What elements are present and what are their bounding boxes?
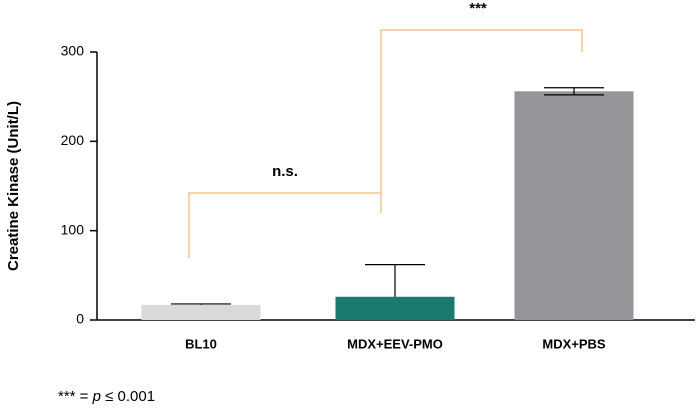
y-tick-label: 300 [61,43,85,59]
y-axis-label: Creatine Kinase (Unit/L) [5,101,22,271]
y-tick-label: 0 [76,311,84,327]
footnote-part: ≤ 0.001 [101,388,155,405]
footnote-part: p [92,388,101,405]
annotation: n.s. [272,163,298,180]
annotation: *** [469,0,487,17]
bar [141,304,261,320]
footnote: *** = p ≤ 0.001 [58,388,155,405]
bar [335,296,455,320]
footnote-part: *** = [58,388,93,405]
y-tick-label: 100 [61,221,85,237]
bar [514,91,634,320]
x-tick-label: MDX+EEV-PMO [347,336,443,351]
bracket [188,192,382,258]
x-tick-label: MDX+PBS [542,336,606,351]
y-tick-label: 200 [61,132,85,148]
x-tick-label: BL10 [185,336,217,351]
bracket [380,29,583,193]
